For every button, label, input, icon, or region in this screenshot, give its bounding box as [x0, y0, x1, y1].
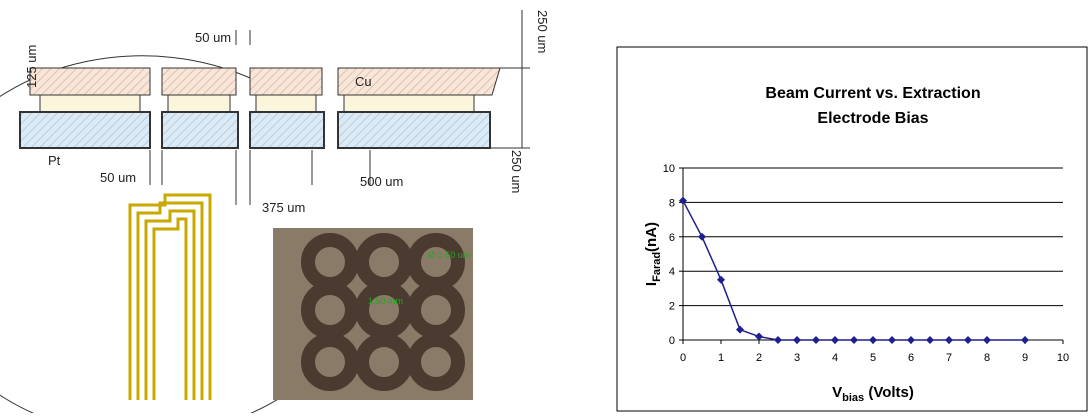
- spacer: [256, 95, 316, 112]
- pt-block: [20, 112, 150, 148]
- x-tick-label: 4: [832, 352, 838, 364]
- circuit-traces: [130, 195, 210, 400]
- x-tick-label: 2: [756, 352, 762, 364]
- figure: 50 um 250 um 125 um Cu Pt 50 um 375 um 5…: [0, 0, 1091, 413]
- pt-block: [250, 112, 324, 148]
- pt-block: [162, 112, 238, 148]
- photo-label: 1.50 mm: [368, 296, 403, 306]
- label: 250 um: [509, 150, 524, 193]
- x-tick-label: 10: [1057, 352, 1069, 364]
- x-tick-label: 0: [680, 352, 686, 364]
- y-tick-label: 4: [669, 266, 675, 278]
- label: 50 um: [195, 30, 231, 45]
- x-label-rest: (Volts): [864, 384, 914, 401]
- cu-block: [30, 68, 150, 95]
- x-tick-label: 1: [718, 352, 724, 364]
- label: Cu: [355, 74, 372, 89]
- y-tick-label: 8: [669, 197, 675, 209]
- y-tick-label: 0: [669, 335, 675, 347]
- x-tick-label: 8: [984, 352, 990, 364]
- x-tick-label: 3: [794, 352, 800, 364]
- y-label-sub: Farad: [651, 252, 663, 282]
- y-label-rest: (nA): [643, 222, 660, 252]
- label: 50 um: [100, 170, 136, 185]
- y-tick-label: 10: [663, 163, 675, 175]
- photo-label: Ø = 50 um: [428, 250, 470, 260]
- label: 375 um: [262, 200, 305, 215]
- x-tick-label: 5: [870, 352, 876, 364]
- spacer: [344, 95, 474, 112]
- label: 500 um: [360, 174, 403, 189]
- label: 250 um: [535, 10, 550, 53]
- y-tick-label: 6: [669, 232, 675, 244]
- chart-title: Beam Current vs. Extraction: [765, 85, 980, 102]
- x-tick-label: 9: [1022, 352, 1028, 364]
- pt-block: [338, 112, 490, 148]
- chart-title: Electrode Bias: [817, 110, 928, 127]
- x-tick-label: 7: [946, 352, 952, 364]
- page: 50 um 250 um 125 um Cu Pt 50 um 375 um 5…: [0, 0, 1091, 418]
- spacer: [168, 95, 230, 112]
- label: Pt: [48, 153, 61, 168]
- cu-block: [162, 68, 236, 95]
- cu-block: [250, 68, 322, 95]
- x-tick-label: 6: [908, 352, 914, 364]
- label: 125 um: [24, 45, 39, 88]
- y-tick-label: 2: [669, 301, 675, 313]
- x-label-sub: bias: [842, 392, 864, 404]
- x-label-main: V: [832, 384, 842, 401]
- spacer: [40, 95, 140, 112]
